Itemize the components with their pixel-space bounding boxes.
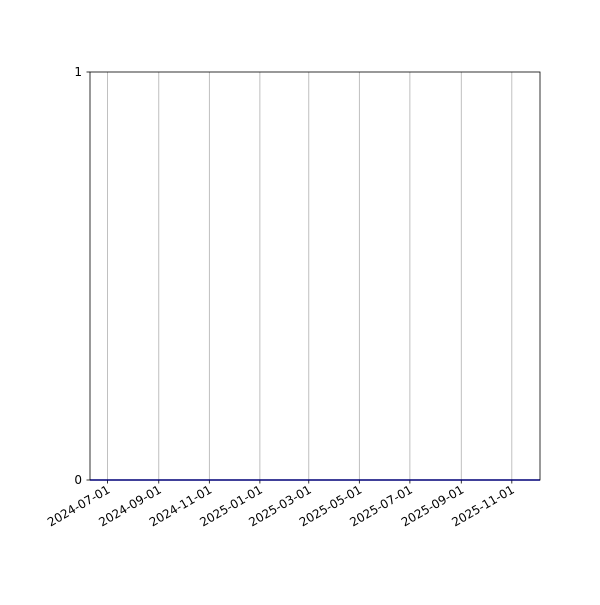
plot-frame [89, 71, 541, 481]
y-tick-label: 1 [74, 65, 82, 79]
y-tick-label: 0 [74, 473, 82, 487]
